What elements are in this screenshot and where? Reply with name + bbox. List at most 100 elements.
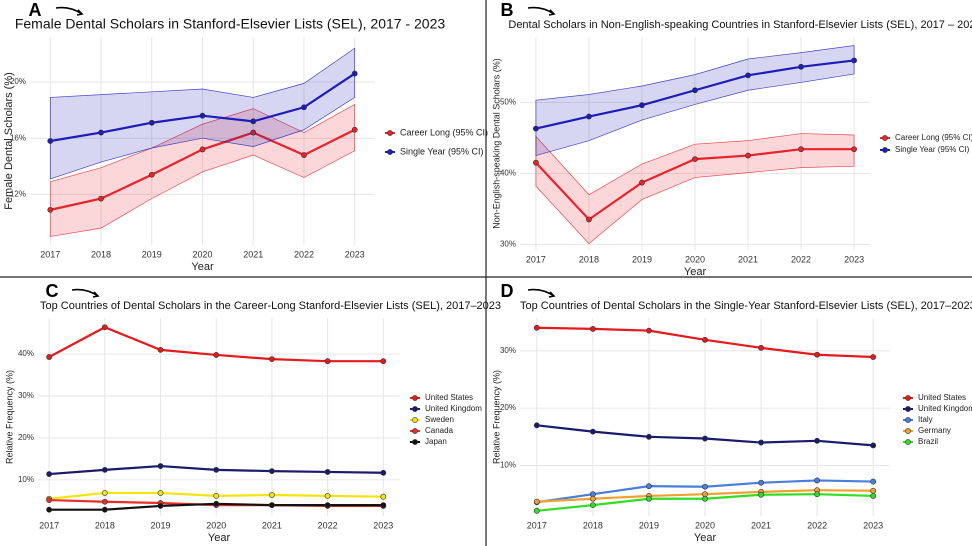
y-tick-label: 40% — [18, 349, 34, 358]
data-point — [533, 422, 540, 429]
data-point — [380, 502, 387, 508]
panel-label: A — [29, 0, 42, 20]
data-point — [692, 156, 698, 163]
data-point — [148, 171, 155, 178]
x-tick-label: 2020 — [206, 520, 226, 530]
y-tick-label: 16% — [10, 133, 26, 142]
x-tick-label: 2020 — [685, 254, 705, 264]
x-tick-label: 2018 — [583, 520, 603, 530]
arrow — [55, 6, 84, 16]
x-tick-label: 2022 — [807, 520, 827, 530]
x-tick-label: 2020 — [695, 520, 715, 530]
x-axis-title: Year — [694, 532, 717, 544]
x-tick-label: 2021 — [262, 520, 282, 530]
legend-label: Career Long (95% CI) — [895, 133, 972, 142]
legend-marker — [882, 135, 888, 141]
data-point — [47, 138, 54, 144]
data-point — [798, 63, 804, 70]
data-point — [213, 352, 220, 358]
legend-label: Career Long (95% CI) — [400, 127, 488, 137]
data-point — [46, 506, 53, 513]
data-point — [101, 498, 108, 505]
data-point — [46, 497, 53, 503]
data-point — [589, 495, 596, 502]
data-point — [269, 492, 275, 498]
data-point — [586, 216, 592, 223]
legend-marker — [387, 149, 393, 155]
x-tick-label: 2020 — [192, 249, 212, 259]
x-tick-label: 2022 — [791, 254, 811, 264]
data-point — [533, 159, 539, 166]
data-point — [870, 487, 877, 494]
data-point — [646, 327, 652, 334]
data-point — [702, 336, 708, 343]
y-tick-label: 20% — [18, 433, 34, 442]
chart-title: Dental Scholars in Non-English-speaking … — [508, 19, 972, 31]
data-point — [47, 206, 54, 213]
data-point — [250, 118, 257, 125]
data-point — [639, 179, 645, 186]
x-tick-label: 2017 — [527, 520, 547, 530]
x-tick-label: 2023 — [863, 520, 883, 530]
x-tick-label: 2017 — [39, 520, 59, 530]
data-point — [851, 57, 857, 64]
data-point — [213, 492, 220, 499]
ci-band — [535, 45, 855, 157]
data-point — [157, 346, 164, 353]
x-tick-label: 2018 — [95, 520, 115, 530]
x-axis-title: Year — [684, 266, 707, 278]
legend-label: Italy — [918, 415, 933, 424]
data-point — [798, 146, 804, 153]
chart-title: Female Dental Scholars in Stanford-Elsev… — [15, 16, 446, 32]
legend-label: Canada — [425, 426, 454, 435]
panel-label: C — [46, 281, 59, 301]
x-tick-label: 2023 — [844, 254, 864, 264]
legend-label: United Kingdom — [918, 404, 972, 413]
y-tick-label: 20% — [500, 403, 516, 412]
data-point — [758, 491, 764, 498]
data-point — [324, 502, 331, 508]
legend-label: United States — [918, 393, 966, 402]
x-tick-label: 2019 — [639, 520, 659, 530]
legend-marker — [905, 439, 911, 445]
data-point — [814, 351, 821, 358]
x-tick-label: 2023 — [345, 249, 365, 259]
data-point — [692, 87, 698, 94]
data-point — [380, 469, 387, 476]
data-point — [101, 490, 108, 496]
panel-label: B — [501, 0, 514, 20]
data-point — [589, 502, 596, 508]
data-point — [98, 129, 104, 136]
ci-band — [49, 103, 356, 237]
data-point — [702, 495, 708, 502]
legend-marker — [412, 439, 418, 445]
x-tick-label: 2021 — [243, 249, 263, 259]
x-tick-label: 2017 — [40, 249, 60, 259]
data-point — [639, 102, 645, 109]
data-point — [646, 495, 652, 502]
data-point — [250, 129, 257, 136]
data-point — [745, 72, 751, 79]
data-point — [533, 507, 540, 514]
y-tick-label: 50% — [500, 97, 516, 106]
data-point — [157, 490, 164, 496]
legend-label: Germany — [918, 426, 951, 435]
y-tick-label: 12% — [10, 190, 26, 199]
arrow — [527, 288, 556, 298]
data-point — [199, 146, 206, 153]
x-tick-label: 2017 — [526, 254, 546, 264]
data-point — [199, 112, 206, 119]
data-point — [758, 344, 764, 351]
data-point — [351, 126, 358, 133]
y-axis-title: Relative Frequency (%) — [4, 370, 14, 464]
arrow — [527, 6, 556, 16]
data-point — [101, 506, 108, 513]
legend-marker — [412, 406, 418, 412]
y-axis-title: Relative Frequency (%) — [491, 370, 501, 464]
data-point — [157, 503, 164, 509]
data-point — [213, 466, 220, 473]
legend-marker — [905, 428, 911, 434]
data-point — [101, 324, 108, 331]
y-tick-label: 20% — [10, 77, 26, 86]
